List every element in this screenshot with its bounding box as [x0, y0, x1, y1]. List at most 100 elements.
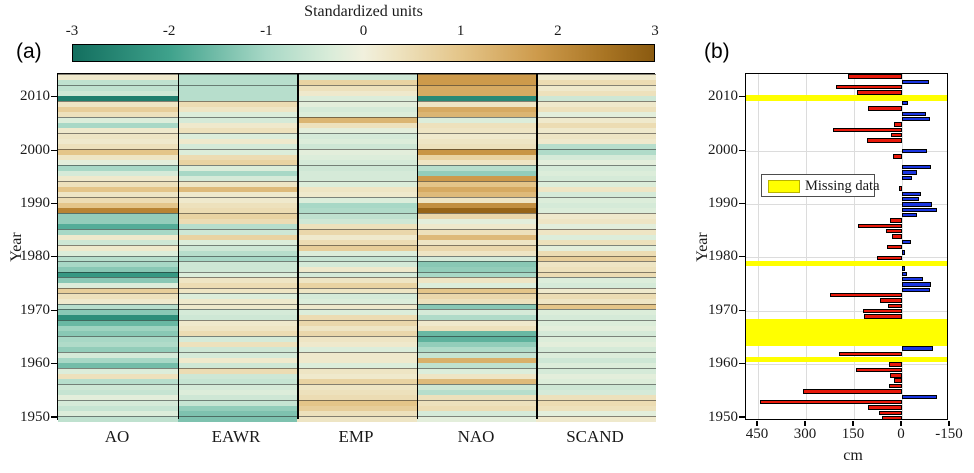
bar-positive	[877, 255, 902, 261]
heatmap-cell	[297, 111, 417, 118]
heatmap-cell	[177, 367, 298, 374]
heatmap-cell	[297, 164, 417, 171]
bar-positive	[855, 367, 902, 373]
colorbar-tick-label: 1	[456, 23, 465, 39]
bar-negative	[902, 170, 918, 175]
heatmap-cell	[58, 218, 178, 225]
heatmap-cell	[177, 388, 298, 395]
heatmap-cell	[177, 372, 298, 379]
heatmap-cell	[297, 266, 417, 273]
bar-negative	[902, 191, 921, 197]
heatmap-cell	[58, 367, 178, 374]
heatmap-cell	[297, 191, 417, 198]
bar-positive	[889, 218, 902, 223]
heatmap-cell	[297, 340, 417, 347]
heatmap-cell	[58, 383, 178, 390]
heatmap[interactable]	[57, 73, 656, 422]
panel-b-cm-tick-label: 150	[841, 426, 865, 442]
column-label-nao[interactable]: NAO	[457, 427, 495, 446]
heatmap-cell	[536, 276, 656, 283]
heatmap-cell	[297, 356, 417, 363]
heatmap-cell	[297, 74, 417, 80]
heatmap-cell	[416, 111, 537, 118]
heatmap-cell	[177, 228, 298, 235]
heatmap-cell	[416, 90, 537, 96]
heatmap-cell	[536, 159, 656, 166]
heatmap-cell	[416, 196, 537, 203]
heatmap-cell	[297, 90, 417, 96]
bar-negative	[902, 287, 931, 293]
column-label-scand[interactable]: SCAND	[566, 427, 624, 446]
heatmap-cell	[297, 383, 417, 390]
heatmap-cell	[177, 356, 298, 363]
heatmap-cell	[536, 148, 656, 155]
panel-b-cm-tick-label: 300	[793, 426, 817, 442]
heatmap-cell	[297, 410, 417, 417]
heatmap-cell	[536, 298, 656, 305]
heatmap-cell	[297, 346, 417, 353]
panel-a-year-tick-label: 2010	[20, 88, 50, 105]
panel-b-xlabel: cm	[843, 447, 863, 464]
heatmap-cell	[297, 255, 417, 262]
bar-negative	[902, 79, 930, 84]
missing-data-band	[746, 340, 947, 347]
heatmap-cell	[536, 255, 656, 262]
heatmap-cell	[536, 223, 656, 230]
heatmap-cell	[177, 308, 298, 315]
heatmap-cell	[58, 90, 178, 96]
heatmap-cell	[536, 186, 656, 193]
heatmap-cell	[536, 383, 656, 390]
heatmap-cell	[536, 346, 656, 353]
heatmap-cell	[536, 196, 656, 203]
heatmap-cell	[177, 196, 298, 203]
heatmap-cell	[536, 90, 656, 96]
heatmap-cell	[416, 106, 537, 112]
column-label-emp[interactable]: EMP	[338, 427, 374, 446]
heatmap-cell	[177, 159, 298, 166]
heatmap-cell	[297, 415, 417, 422]
heatmap-cell	[536, 404, 656, 411]
bar-positive	[857, 223, 902, 229]
heatmap-cell	[177, 378, 298, 385]
heatmap-cell	[536, 180, 656, 187]
heatmap-cell	[416, 351, 537, 358]
heatmap-cell	[177, 223, 298, 230]
heatmap-cell	[58, 148, 178, 155]
colorbar-tick-label: 0	[359, 23, 368, 39]
heatmap-cell	[416, 399, 537, 406]
heatmap-cell	[536, 95, 656, 102]
heatmap-cell	[536, 324, 656, 331]
bar-positive	[881, 415, 902, 421]
panel-a-label: (a)	[16, 40, 42, 63]
bar-positive	[866, 138, 902, 143]
heatmap-cell	[297, 186, 417, 193]
heatmap-cell	[536, 228, 656, 235]
heatmap-cell	[536, 314, 656, 321]
colorbar-tick-label: -1	[260, 23, 273, 39]
heatmap-cell	[177, 383, 298, 390]
heatmap-cell	[177, 95, 298, 102]
heatmap-cell	[536, 372, 656, 379]
bar-positive	[857, 90, 902, 95]
heatmap-cell	[58, 191, 178, 198]
panel-a-year-tick-mark	[51, 149, 57, 151]
column-label-ao[interactable]: AO	[104, 427, 130, 446]
heatmap-cell	[297, 170, 417, 177]
legend[interactable]: Missing data	[761, 174, 880, 197]
bar-positive	[864, 314, 902, 319]
heatmap-cell	[297, 330, 417, 337]
bar-positive	[894, 122, 902, 127]
heatmap-cell	[416, 330, 537, 337]
heatmap-cell	[416, 148, 537, 155]
bar-plot[interactable]	[745, 73, 948, 421]
heatmap-cell	[416, 287, 537, 294]
bar-positive	[759, 399, 902, 405]
panel-b-cm-tick-mark	[852, 420, 854, 426]
heatmap-cell	[416, 271, 537, 278]
heatmap-cell	[416, 138, 537, 144]
column-label-eawr[interactable]: EAWR	[211, 427, 261, 446]
panel-a-year-tick-label: 1990	[20, 195, 50, 212]
bar-negative	[902, 250, 905, 255]
bar-positive	[833, 127, 902, 132]
heatmap-cell	[58, 250, 178, 257]
